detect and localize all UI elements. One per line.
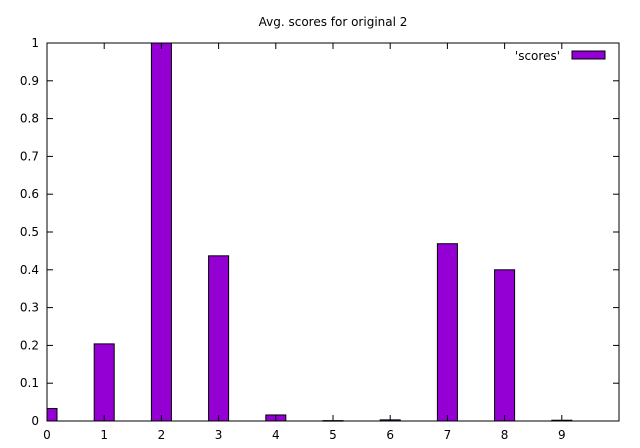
x-tick-label: 8 [501,428,509,442]
x-axis: 0 1 2 3 4 5 6 7 8 9 [43,43,566,442]
y-tick-label: 0.6 [20,187,39,201]
bar-8 [494,269,516,422]
x-tick-label: 2 [158,428,166,442]
chart-title: Avg. scores for original 2 [259,15,408,29]
y-tick-label: 0.2 [20,338,39,352]
legend-label: 'scores' [515,49,560,63]
bar-2 [150,42,172,422]
y-tick-label: 1 [31,36,39,50]
x-tick-label: 0 [43,428,51,442]
y-tick-label: 0 [31,414,39,428]
y-tick-label: 0.7 [20,149,39,163]
y-tick-label: 0.1 [20,376,39,390]
x-tick-label: 6 [386,428,394,442]
y-axis: 0 0.1 0.2 0.3 0.4 0.5 0.6 0.7 0.8 0.9 1 [20,36,619,428]
bar-1 [93,343,115,422]
x-tick-label: 9 [558,428,566,442]
bars-group [46,42,573,422]
y-tick-label: 0.4 [20,263,39,277]
x-tick-label: 4 [272,428,280,442]
bar-7 [436,243,458,422]
y-tick-label: 0.8 [20,112,39,126]
y-tick-label: 0.3 [20,301,39,315]
bar-0 [46,408,58,422]
x-tick-label: 5 [329,428,337,442]
x-tick-label: 7 [444,428,452,442]
bar-3 [208,255,230,422]
x-tick-label: 1 [100,428,108,442]
x-tick-label: 3 [215,428,223,442]
y-tick-label: 0.9 [20,74,39,88]
plot-frame [46,42,620,422]
y-tick-label: 0.5 [20,225,39,239]
legend-swatch [571,50,606,60]
legend: 'scores' [515,49,606,63]
